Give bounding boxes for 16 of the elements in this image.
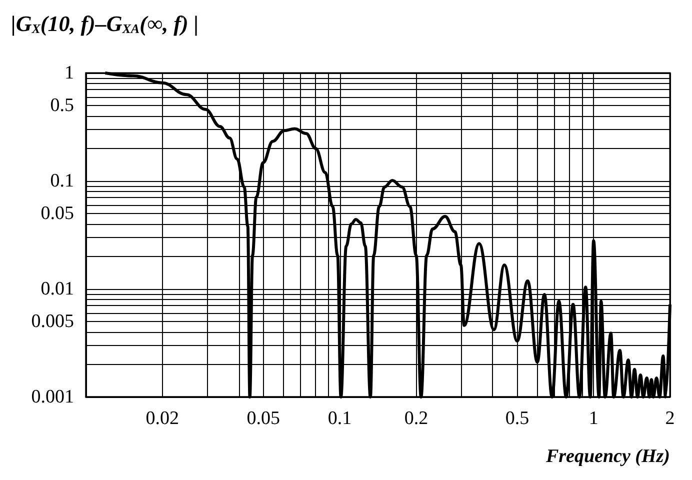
y-tick-label: 0.1 xyxy=(50,170,74,192)
y-tick-label: 0.5 xyxy=(50,95,74,116)
x-tick-label: 0.02 xyxy=(146,408,180,429)
y-tick-label: 0.01 xyxy=(40,278,74,300)
y-tick-label: 0.05 xyxy=(40,203,74,224)
y-tick-label: 0.005 xyxy=(31,311,74,332)
x-tick-label: 0.05 xyxy=(246,408,280,429)
x-tick-label: 0.2 xyxy=(404,408,428,429)
x-tick-label: 2 xyxy=(665,408,675,429)
x-tick-label: 0.1 xyxy=(328,408,352,429)
x-tick-label: 0.5 xyxy=(505,408,530,429)
y-tick-label: 0.001 xyxy=(31,386,74,408)
x-axis-title: Frequency (Hz) xyxy=(544,446,670,467)
y-tick-label: 1 xyxy=(64,62,74,84)
y-axis-title: |GX(10, f)–GXA(∞, f) | xyxy=(11,11,199,36)
x-tick-label: 1 xyxy=(588,408,598,429)
